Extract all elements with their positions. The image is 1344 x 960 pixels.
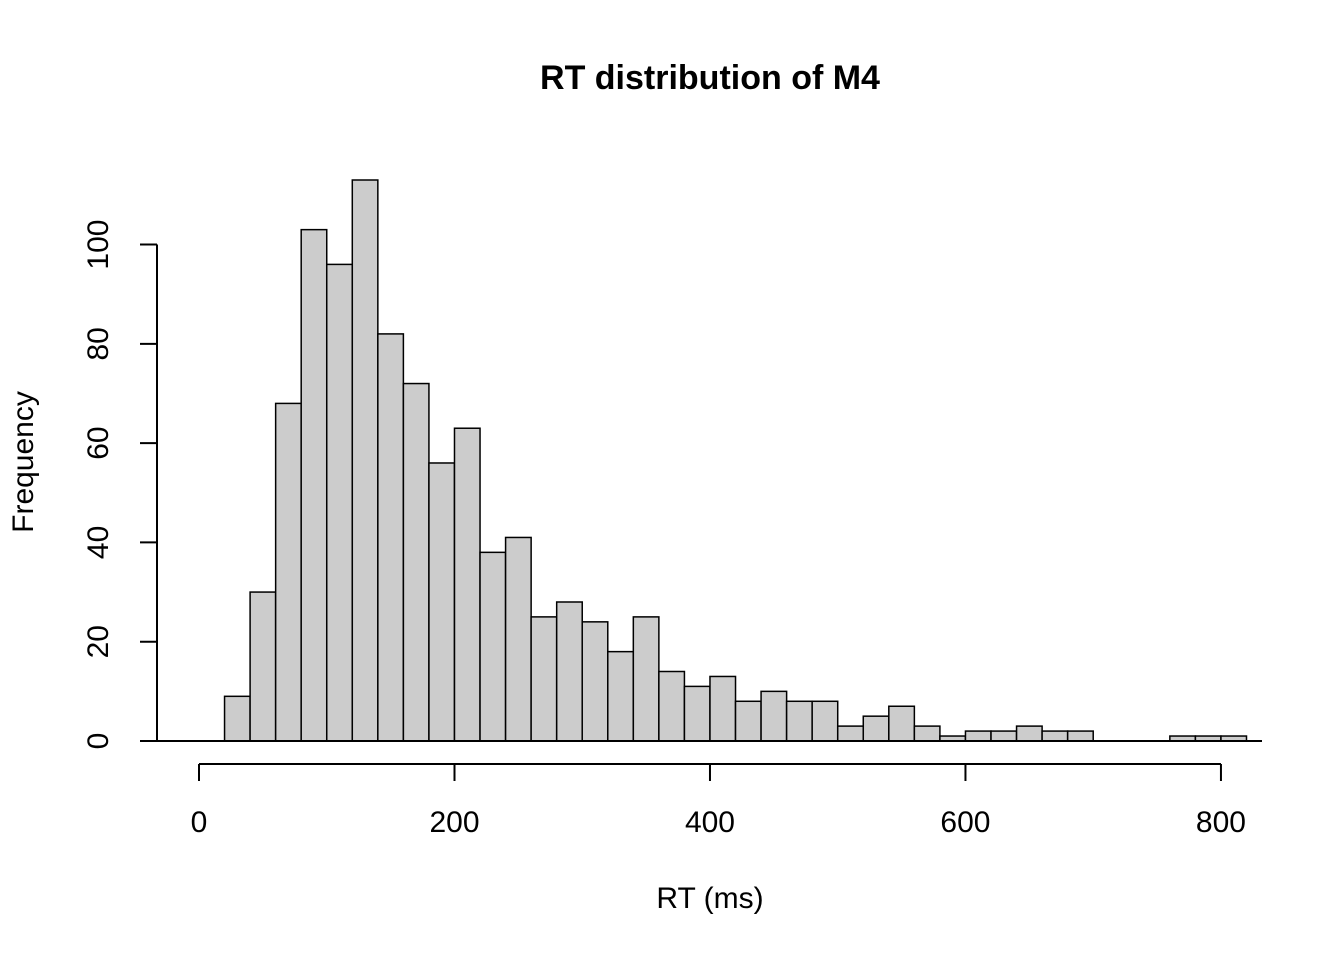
bar — [683, 685, 711, 742]
x-tick-label: 600 — [940, 806, 990, 839]
bar — [1066, 730, 1094, 742]
bar — [504, 536, 532, 742]
bar — [351, 179, 379, 742]
bar — [990, 730, 1018, 742]
x-tick-label: 400 — [685, 806, 735, 839]
bar — [428, 462, 456, 742]
x-axis-label: RT (ms) — [656, 882, 763, 915]
bar — [325, 263, 354, 742]
bar — [377, 333, 405, 742]
chart-title: RT distribution of M4 — [540, 59, 880, 97]
bar — [453, 427, 481, 742]
y-tick-label: 20 — [82, 625, 115, 658]
bar — [888, 705, 916, 742]
bar — [530, 616, 558, 742]
y-tick-label: 80 — [82, 327, 115, 360]
bar — [862, 715, 890, 742]
bar — [709, 675, 737, 742]
bar — [658, 670, 686, 742]
x-tick-label: 0 — [191, 806, 208, 839]
bar — [300, 228, 328, 742]
bar — [913, 725, 941, 742]
bar — [555, 601, 583, 742]
y-tick-label: 40 — [82, 526, 115, 559]
bar — [964, 730, 992, 742]
bar — [223, 695, 251, 742]
bar — [785, 700, 813, 742]
bar — [581, 621, 609, 742]
bar — [479, 551, 507, 742]
y-axis-label: Frequency — [7, 391, 40, 533]
bar — [734, 700, 762, 742]
bar — [249, 591, 277, 742]
bar — [1041, 730, 1069, 742]
bar — [402, 382, 430, 742]
bar — [274, 402, 302, 742]
bar — [836, 725, 865, 742]
bar — [1015, 725, 1043, 742]
y-tick-label: 60 — [82, 426, 115, 459]
bar — [607, 650, 635, 742]
y-tick-label: 0 — [82, 733, 115, 750]
y-tick-label: 100 — [82, 220, 115, 270]
bar — [632, 616, 660, 742]
x-tick-label: 200 — [429, 806, 479, 839]
bar — [760, 690, 788, 742]
x-tick-label: 800 — [1196, 806, 1246, 839]
bar — [811, 700, 839, 742]
